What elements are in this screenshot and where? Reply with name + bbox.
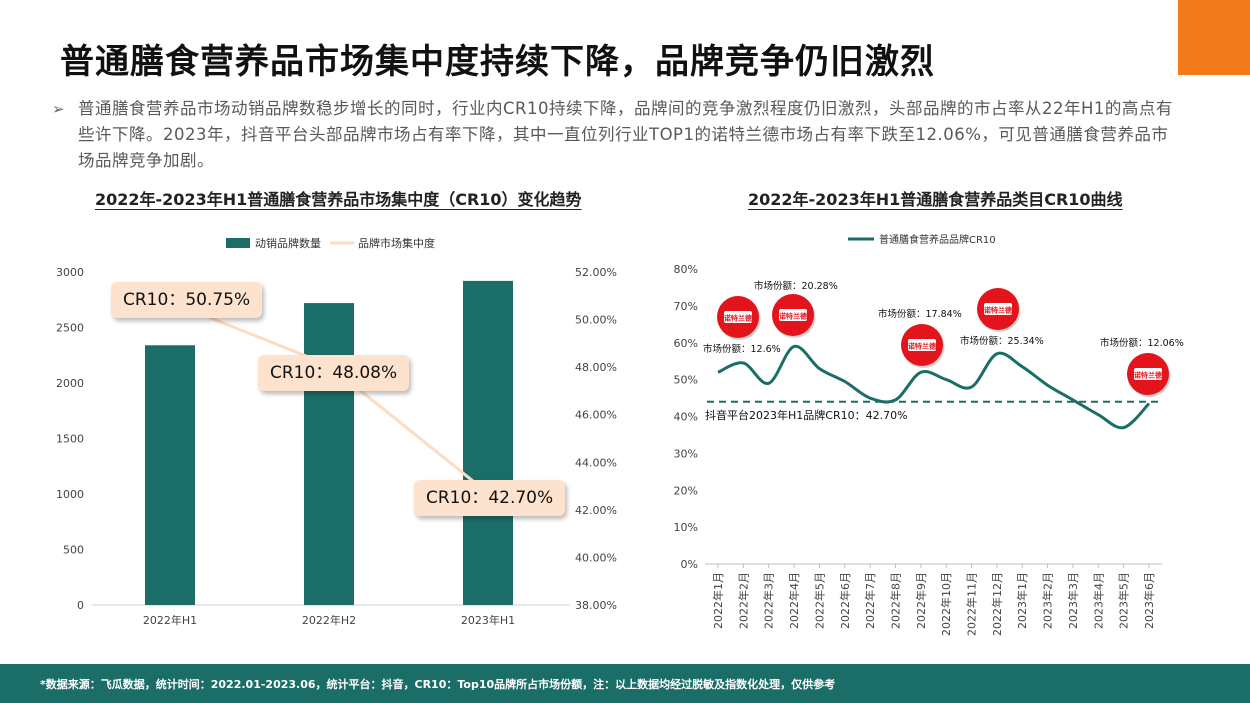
brand-badge-text: 诺特兰德 xyxy=(984,306,1012,315)
bullet-arrow-icon: ➢ xyxy=(52,100,65,118)
x-tick-label: 2023年1月 xyxy=(1015,572,1029,629)
legend-swatch-brand-count xyxy=(226,238,250,248)
market-share-label: 市场份额：12.06% xyxy=(1100,337,1184,349)
y-left-tick-label: 500 xyxy=(63,544,84,557)
x-tick-label: 2022年7月 xyxy=(863,572,877,629)
x-tick-label: 2022年1月 xyxy=(711,572,725,629)
x-tick-label: 2022年8月 xyxy=(888,572,902,629)
y-tick-label: 60% xyxy=(674,337,698,350)
market-share-label: 市场份额：25.34% xyxy=(960,335,1044,347)
legend-label-brand-count: 动销品牌数量 xyxy=(255,236,321,250)
cr10-bar-chart: 动销品牌数量 品牌市场集中度 0 500 1000 1500 2000 2500 3000 38.… xyxy=(56,236,617,627)
bar-2022年H1 xyxy=(145,345,195,605)
legend-label-cr10: 普通膳食营养品品牌CR10 xyxy=(879,233,996,246)
x-tick-label: 2022年H1 xyxy=(143,613,197,627)
y-right-tick-label: 44.00% xyxy=(575,456,617,469)
x-tick-label: 2022年11月 xyxy=(965,572,979,636)
x-tick-label: 2023年6月 xyxy=(1142,572,1156,629)
brand-badge-text: 诺特兰德 xyxy=(724,314,752,323)
cr10-curve xyxy=(717,344,1151,430)
y-tick-label: 20% xyxy=(674,484,698,497)
bar-2022年H2 xyxy=(304,303,354,605)
y-left-tick-label: 1500 xyxy=(56,433,84,446)
right-chart-title: 2022年-2023年H1普通膳食营养品类目CR10曲线 xyxy=(748,190,1123,209)
market-share-label: 市场份额：12.6% xyxy=(703,343,781,355)
brand-badge-plate xyxy=(779,309,807,321)
brand-badge-text: 诺特兰德 xyxy=(1134,371,1162,380)
cr10-callout: CR10：48.08% xyxy=(258,355,410,391)
y-tick-label: 40% xyxy=(674,411,698,424)
x-tick-label: 2022年2月 xyxy=(736,572,750,629)
x-tick-label: 2022年5月 xyxy=(812,572,826,629)
brand-badge-plate xyxy=(908,339,936,351)
y-left-tick-label: 3000 xyxy=(56,266,84,279)
market-share-label: 市场份额：17.84% xyxy=(878,308,962,320)
footer-source-note: *数据来源：飞瓜数据，统计时间：2022.01-2023.06，统计平台：抖音，… xyxy=(40,678,836,691)
y-right-tick-label: 52.00% xyxy=(575,266,617,279)
market-share-label: 市场份额：20.28% xyxy=(754,280,838,292)
bar-2023年H1 xyxy=(463,280,513,605)
y-right-tick-label: 48.00% xyxy=(575,361,617,374)
x-tick-label: 2022年10月 xyxy=(939,572,953,636)
brand-badge-plate xyxy=(724,311,752,323)
x-tick-label: 2023年2月 xyxy=(1041,572,1055,629)
brand-badge-plate xyxy=(1134,368,1162,380)
x-tick-label: 2022年H2 xyxy=(302,613,356,627)
summary-paragraph: 普通膳食营养品市场动销品牌数稳步增长的同时，行业内CR10持续下降，品牌间的竞争… xyxy=(78,99,1173,170)
x-tick-label: 2022年12月 xyxy=(990,572,1004,636)
y-right-tick-label: 50.00% xyxy=(575,314,617,327)
footer-bar: *数据来源：飞瓜数据，统计时间：2022.01-2023.06，统计平台：抖音，… xyxy=(0,664,1250,703)
y-tick-label: 50% xyxy=(674,374,698,387)
y-left-tick-label: 1000 xyxy=(56,488,84,501)
brand-badge-plate xyxy=(984,303,1012,315)
x-tick-label: 2023年3月 xyxy=(1066,572,1080,629)
x-tick-label: 2023年5月 xyxy=(1117,572,1131,629)
x-tick-label: 2023年H1 xyxy=(461,613,515,627)
x-tick-label: 2022年9月 xyxy=(914,572,928,629)
y-right-tick-label: 46.00% xyxy=(575,409,617,422)
y-right-tick-label: 38.00% xyxy=(575,599,617,612)
y-tick-label: 10% xyxy=(674,521,698,534)
corner-accent-block xyxy=(1178,0,1250,75)
y-right-tick-label: 42.00% xyxy=(575,504,617,517)
brand-badge-text: 诺特兰德 xyxy=(779,312,807,321)
y-tick-label: 80% xyxy=(674,263,698,276)
brand-badge-text: 诺特兰德 xyxy=(908,342,936,351)
page-title: 普通膳食营养品市场集中度持续下降，品牌竞争仍旧激烈 xyxy=(60,42,935,82)
left-chart-title: 2022年-2023年H1普通膳食营养品市场集中度（CR10）变化趋势 xyxy=(95,190,582,209)
cr10-callout: CR10：50.75% xyxy=(111,282,263,318)
y-left-tick-label: 2500 xyxy=(56,322,84,335)
y-right-tick-label: 40.00% xyxy=(575,551,617,564)
y-left-tick-label: 0 xyxy=(77,599,84,612)
y-left-tick-label: 2000 xyxy=(56,377,84,390)
cr10-callout: CR10：42.70% xyxy=(414,480,566,516)
y-tick-label: 30% xyxy=(674,447,698,460)
y-tick-label: 70% xyxy=(674,300,698,313)
x-tick-label: 2023年4月 xyxy=(1091,572,1105,629)
cr10-line-chart: 普通膳食营养品品牌CR10 0% 10% 20% 30% 40% 50% 60% 70% 80% 2… xyxy=(674,233,1184,636)
legend-label-concentration: 品牌市场集中度 xyxy=(358,236,435,250)
y-tick-label: 0% xyxy=(681,558,698,571)
x-tick-label: 2022年6月 xyxy=(838,572,852,629)
x-tick-label: 2022年3月 xyxy=(762,572,776,629)
reference-line-label: 抖音平台2023年H1品牌CR10：42.70% xyxy=(705,408,908,422)
x-tick-label: 2022年4月 xyxy=(787,572,801,629)
